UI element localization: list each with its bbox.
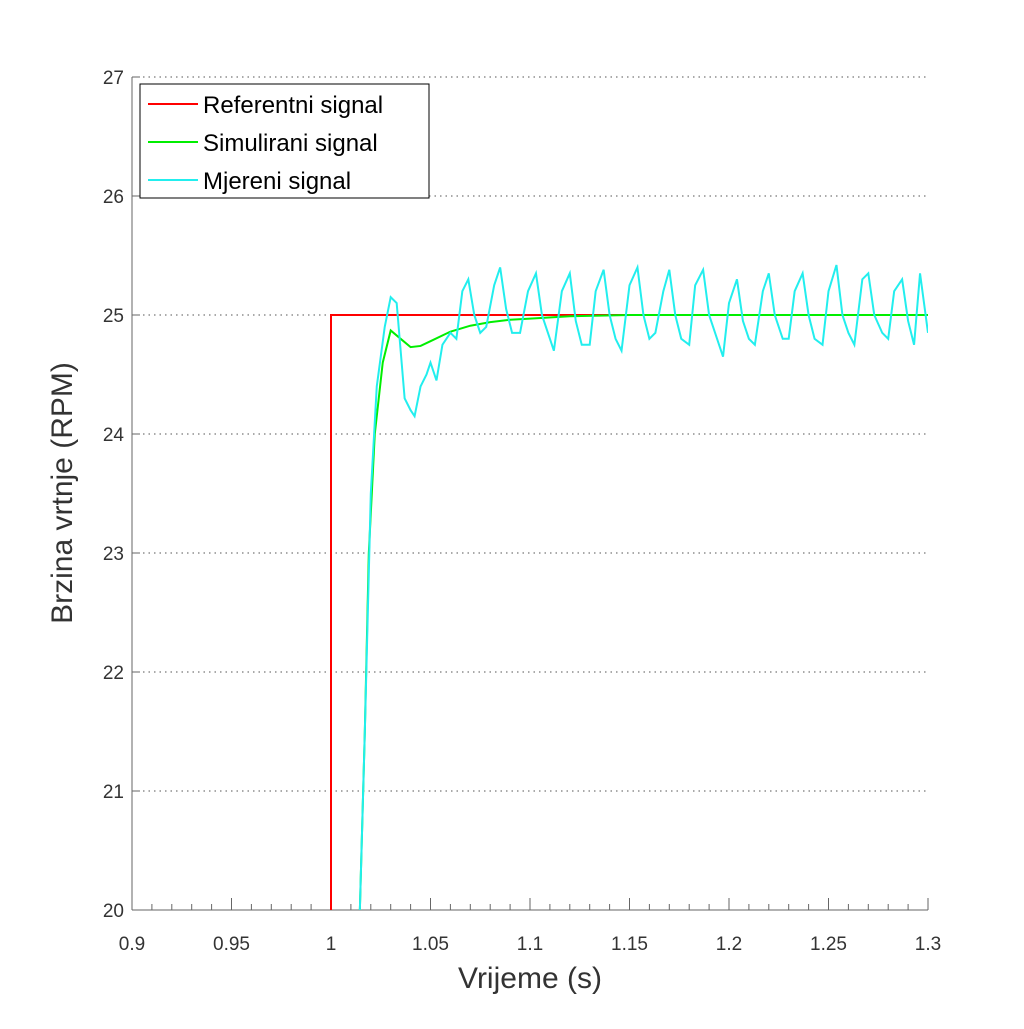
x-tick-label: 1.25 — [810, 934, 847, 955]
line — [330, 314, 928, 910]
y-tick-label: 24 — [103, 425, 125, 446]
y-tick-label: 22 — [103, 663, 124, 684]
legend-label: Referentni signal — [203, 92, 383, 119]
x-tick-label: 1.15 — [611, 934, 648, 955]
y-tick-label: 26 — [103, 187, 124, 208]
x-axis-label: Vrijeme (s) — [458, 962, 602, 995]
y-tick-label: 27 — [103, 68, 124, 89]
x-tick-label: 1.05 — [412, 934, 449, 955]
legend-label: Simulirani signal — [203, 130, 378, 157]
x-tick-label: 1.1 — [517, 934, 543, 955]
line — [358, 263, 928, 910]
x-tick-label: 0.95 — [213, 934, 250, 955]
x-tick-label: 0.9 — [119, 934, 145, 955]
line — [358, 314, 928, 910]
legend-label: Mjereni signal — [203, 168, 351, 195]
y-tick-label: 25 — [103, 306, 124, 327]
x-tick-label: 1.3 — [915, 934, 941, 955]
y-tick-label: 20 — [103, 901, 124, 922]
x-tick-label: 1 — [326, 934, 337, 955]
y-tick-label: 21 — [103, 782, 124, 803]
y-tick-label: 23 — [103, 544, 124, 565]
y-axis-label: Brzina vrtnje (RPM) — [46, 362, 79, 624]
x-tick-label: 1.2 — [716, 934, 742, 955]
